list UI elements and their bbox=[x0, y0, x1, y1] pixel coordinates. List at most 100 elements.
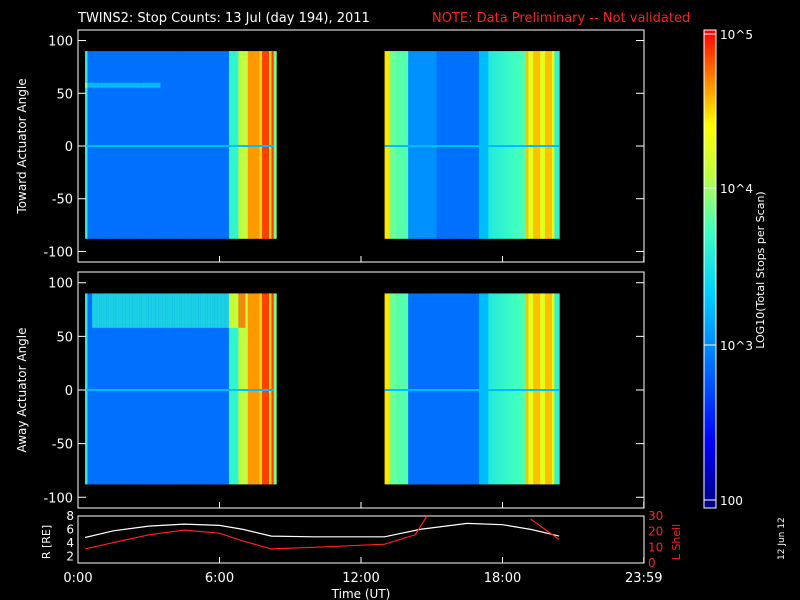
heatmap-cell bbox=[403, 51, 407, 239]
heatmap-cell bbox=[129, 293, 133, 485]
yticks-toward: 100 50 0 -50 -100 bbox=[43, 35, 644, 260]
heatmap-cell bbox=[474, 293, 478, 485]
heatmap-cell bbox=[87, 293, 91, 485]
heatmap-cell bbox=[115, 293, 119, 485]
heatmap-band bbox=[120, 82, 124, 88]
heatmap-cell bbox=[438, 51, 442, 239]
heatmap-cell bbox=[169, 293, 173, 485]
heatmap-cell bbox=[252, 51, 256, 239]
heatmap-cell bbox=[464, 293, 468, 485]
heatmap-cell bbox=[224, 293, 228, 485]
heatmap-band bbox=[106, 82, 110, 88]
heatmap-cell bbox=[212, 51, 216, 239]
heatmap-cell bbox=[245, 293, 249, 485]
heatmap-cell bbox=[424, 293, 428, 485]
heatmap-cell bbox=[160, 51, 164, 239]
heatmap-cell bbox=[412, 293, 416, 485]
series-line-r bbox=[84, 522, 560, 539]
ylabel-toward: Toward Actuator Angle bbox=[15, 78, 29, 214]
heatmap-band bbox=[151, 82, 155, 88]
heatmap-cell bbox=[252, 293, 256, 485]
heatmap-cell bbox=[184, 51, 188, 239]
colorbar-tick-label: 10^5 bbox=[720, 28, 753, 42]
heatmap-cell bbox=[210, 51, 214, 239]
heatmap-band bbox=[139, 293, 143, 328]
ylabel-r: R [RE] bbox=[40, 525, 53, 559]
heatmap-band bbox=[115, 293, 119, 328]
chart-title: TWINS2: Stop Counts: 13 Jul (day 194), 2… bbox=[77, 11, 370, 26]
heatmap-cell bbox=[408, 293, 412, 485]
heatmap-cell bbox=[236, 293, 239, 485]
heatmap-cell bbox=[245, 51, 249, 239]
ylabel-away: Away Actuator Angle bbox=[15, 327, 29, 452]
heatmap-cell bbox=[132, 51, 136, 239]
heatmap-cell bbox=[481, 51, 485, 239]
colorbar bbox=[703, 29, 717, 509]
heatmap-cell bbox=[207, 293, 211, 485]
heatmap-cell bbox=[485, 51, 489, 239]
heatmap-cell bbox=[493, 51, 497, 239]
heatmap-cell bbox=[233, 51, 237, 239]
heatmap-cell bbox=[155, 51, 159, 239]
heatmap-cell bbox=[417, 293, 421, 485]
heatmap-cell bbox=[132, 293, 136, 485]
heatmap-cell bbox=[202, 293, 206, 485]
heatmap-cell bbox=[261, 51, 265, 239]
ytick-label: 100 bbox=[48, 35, 73, 50]
heatmap-cell bbox=[174, 51, 178, 239]
heatmap-cell bbox=[186, 293, 190, 485]
heatmap-cell bbox=[485, 293, 489, 485]
heatmap-band bbox=[177, 293, 181, 328]
heatmap-band bbox=[87, 82, 91, 88]
heatmap-cell bbox=[129, 51, 133, 239]
heatmap-cell bbox=[266, 51, 270, 239]
heatmap-cell bbox=[537, 293, 541, 485]
heatmap-cell bbox=[445, 51, 449, 239]
heatmap-cell bbox=[405, 51, 409, 239]
heatmap-cell bbox=[429, 51, 433, 239]
heatmap-band bbox=[146, 82, 150, 88]
heatmap-cell bbox=[134, 51, 138, 239]
ytick-label: 50 bbox=[56, 330, 73, 345]
heatmap-cell bbox=[490, 51, 494, 239]
heatmap-cell bbox=[231, 51, 235, 239]
heatmap-band bbox=[172, 293, 176, 328]
heatmap-band bbox=[127, 82, 131, 88]
xtick-label: 18:00 bbox=[484, 571, 521, 586]
ytick-label: 50 bbox=[56, 87, 73, 102]
heatmap-band bbox=[155, 82, 159, 88]
heatmap-band bbox=[113, 293, 117, 328]
heatmap-cell bbox=[228, 293, 232, 485]
preliminary-note: NOTE: Data Preliminary -- Not validated bbox=[432, 11, 690, 26]
heatmap-band bbox=[160, 293, 164, 328]
yticks-away: 100 50 0 -50 -100 bbox=[43, 277, 644, 506]
heatmap-cell bbox=[111, 293, 114, 485]
heatmap-cell bbox=[544, 293, 548, 485]
heatmap-cell bbox=[478, 293, 482, 485]
heatmap-cell bbox=[497, 293, 501, 485]
heatmap-cell bbox=[172, 51, 176, 239]
heatmap-cell bbox=[455, 293, 459, 485]
heatmap-band bbox=[169, 293, 173, 328]
heatmap-cell bbox=[410, 51, 414, 239]
ytick-label: -50 bbox=[52, 193, 73, 208]
heatmap-cell bbox=[476, 51, 480, 239]
heatmap-band bbox=[205, 293, 209, 328]
heatmap-cell bbox=[214, 51, 218, 239]
heatmap-band bbox=[243, 293, 247, 328]
heatmap-cell bbox=[394, 51, 397, 239]
xticks: 0:00 6:00 12:00 18:00 23:59 bbox=[63, 256, 662, 586]
heatmap-band bbox=[132, 82, 136, 88]
heatmap-band bbox=[153, 293, 157, 328]
ytick-label-lshell: 0 bbox=[648, 556, 656, 570]
xtick-label: 6:00 bbox=[205, 571, 234, 586]
heatmap-cell bbox=[85, 293, 89, 485]
heatmap-band bbox=[113, 82, 117, 88]
heatmap-cell bbox=[523, 293, 527, 485]
heatmap-cell bbox=[181, 293, 185, 485]
heatmap-cell bbox=[476, 293, 480, 485]
heatmap-cell bbox=[436, 293, 440, 485]
heatmap-cell bbox=[87, 51, 91, 239]
xtick-label: 0:00 bbox=[63, 571, 92, 586]
heatmap-band bbox=[221, 293, 225, 328]
